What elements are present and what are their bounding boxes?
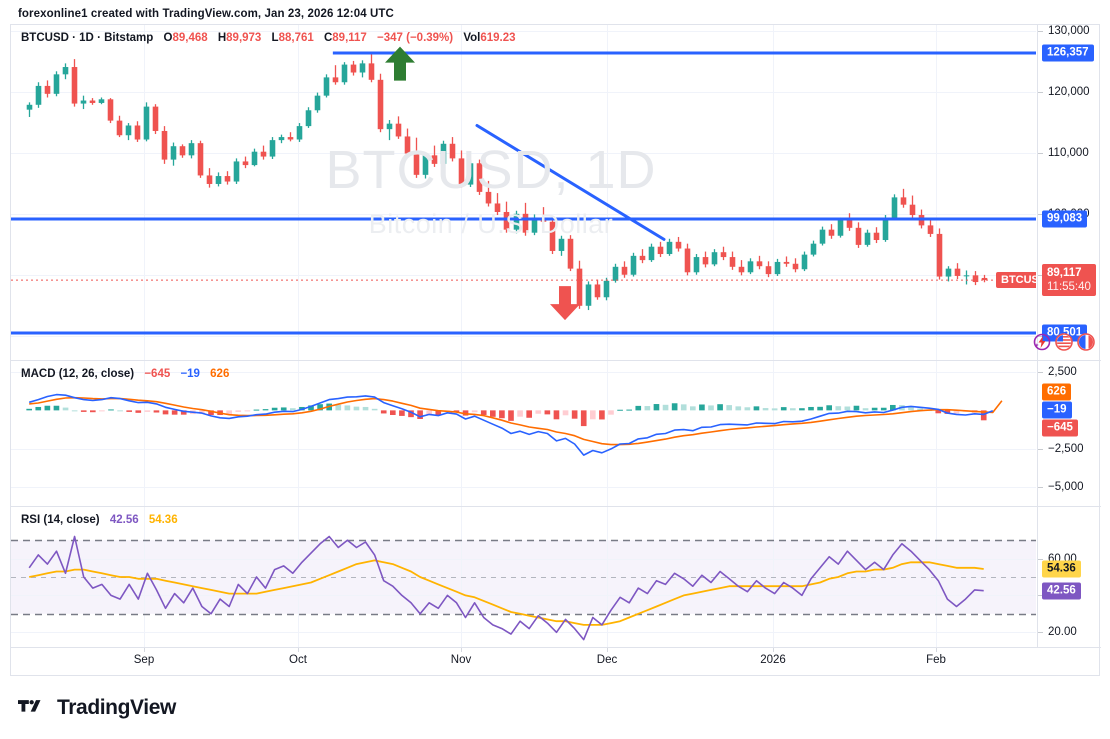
- price-plot-area[interactable]: BTCUSD, 1D Bitcoin / U.S. Dollar BTCUSD: [11, 25, 1036, 360]
- macd-svg: [11, 361, 1036, 506]
- macd-axis-label: −5,000: [1048, 481, 1084, 494]
- rsi-svg: [11, 507, 1036, 647]
- pane-separator-2: [11, 506, 1101, 507]
- price-axis-tick: [1038, 213, 1043, 215]
- rsi-plot-area[interactable]: [11, 507, 1036, 647]
- chart-frame[interactable]: BTCUSD, 1D Bitcoin / U.S. Dollar BTCUSD …: [10, 24, 1101, 676]
- macd-axis-label: 2,500: [1048, 365, 1077, 378]
- rsi-value-badge[interactable]: 42.56: [1042, 582, 1081, 600]
- time-axis-tick: [773, 648, 774, 652]
- time-axis-tick: [461, 648, 462, 652]
- price-pane[interactable]: BTCUSD, 1D Bitcoin / U.S. Dollar BTCUSD …: [11, 25, 1101, 360]
- footer: TradingView: [18, 696, 176, 720]
- attribution-text: forexonline1 created with TradingView.co…: [18, 8, 394, 20]
- macd-axis-tick: [1038, 448, 1043, 450]
- macd-axis-tick: [1038, 487, 1043, 489]
- price-level-badge[interactable]: 99,083: [1042, 210, 1088, 228]
- time-axis-label: Oct: [289, 654, 307, 666]
- macd-signal-badge[interactable]: 626: [1042, 383, 1072, 401]
- price-axis-tick: [1038, 274, 1043, 276]
- price-level-badge[interactable]: 126,357: [1042, 44, 1094, 62]
- time-axis-label: 2026: [760, 654, 786, 666]
- current-price-value: 89,117: [1047, 267, 1082, 280]
- time-axis-tick: [144, 648, 145, 652]
- economic-event-icon[interactable]: [1032, 332, 1052, 352]
- event-markers[interactable]: [1032, 332, 1096, 352]
- current-price-badge[interactable]: 89,117 11:55:40: [1042, 264, 1096, 297]
- time-axis-label: Nov: [450, 654, 472, 666]
- price-axis-label: 110,000: [1048, 146, 1089, 159]
- time-axis-tick: [298, 648, 299, 652]
- macd-line-badge[interactable]: −19: [1042, 401, 1072, 419]
- macd-axis-tick: [1038, 371, 1043, 373]
- macd-hist-badge[interactable]: −645: [1042, 419, 1078, 437]
- rsi-axis-label: 20.00: [1048, 626, 1077, 639]
- macd-plot-area[interactable]: [11, 361, 1036, 506]
- time-axis-label: Feb: [926, 654, 946, 666]
- price-candles-svg: [11, 25, 1036, 360]
- tradingview-logo-icon: [18, 699, 41, 712]
- price-axis-label: 120,000: [1048, 86, 1090, 98]
- time-axis-label: Dec: [596, 654, 618, 666]
- price-axis-tick: [1038, 335, 1043, 337]
- country-flag-event-icon[interactable]: [1076, 332, 1096, 352]
- time-axis-pane[interactable]: Sep Oct Nov Dec 2026 Feb: [11, 648, 1101, 676]
- rsi-ma-badge[interactable]: 54.36: [1042, 560, 1081, 578]
- macd-pane[interactable]: −5,000 −2,500 2,500 626 −19 −645 MACD (12, 26…: [11, 361, 1101, 506]
- us-flag-event-icon[interactable]: [1054, 332, 1074, 352]
- rsi-axis-tick: [1038, 632, 1043, 634]
- time-axis[interactable]: Sep Oct Nov Dec 2026 Feb: [11, 648, 1101, 675]
- rsi-axis-tick: [1038, 558, 1043, 560]
- price-axis-label: 130,000: [1048, 25, 1090, 38]
- price-tag-badge[interactable]: BTCUSD: [996, 272, 1036, 289]
- macd-axis-label: −2,500: [1048, 442, 1084, 455]
- time-axis-tick: [607, 648, 608, 652]
- price-axis[interactable]: 80,00090,000100,000110,000120,000130,000…: [1037, 25, 1101, 360]
- tradingview-brand-label: TradingView: [57, 696, 176, 719]
- time-axis-label: Sep: [133, 654, 155, 666]
- price-level-badge[interactable]: 80,501: [1042, 324, 1088, 342]
- rsi-axis-tick: [1038, 595, 1043, 597]
- macd-axis[interactable]: −5,000 −2,500 2,500 626 −19 −645: [1037, 361, 1101, 506]
- price-axis-tick: [1038, 152, 1043, 154]
- price-axis-tick: [1038, 92, 1043, 93]
- current-price-countdown: 11:55:40: [1047, 281, 1091, 294]
- time-axis-tick: [936, 648, 937, 652]
- pane-separator-3: [11, 647, 1101, 648]
- pane-separator-1: [11, 360, 1101, 361]
- price-axis-tick: [1038, 31, 1043, 33]
